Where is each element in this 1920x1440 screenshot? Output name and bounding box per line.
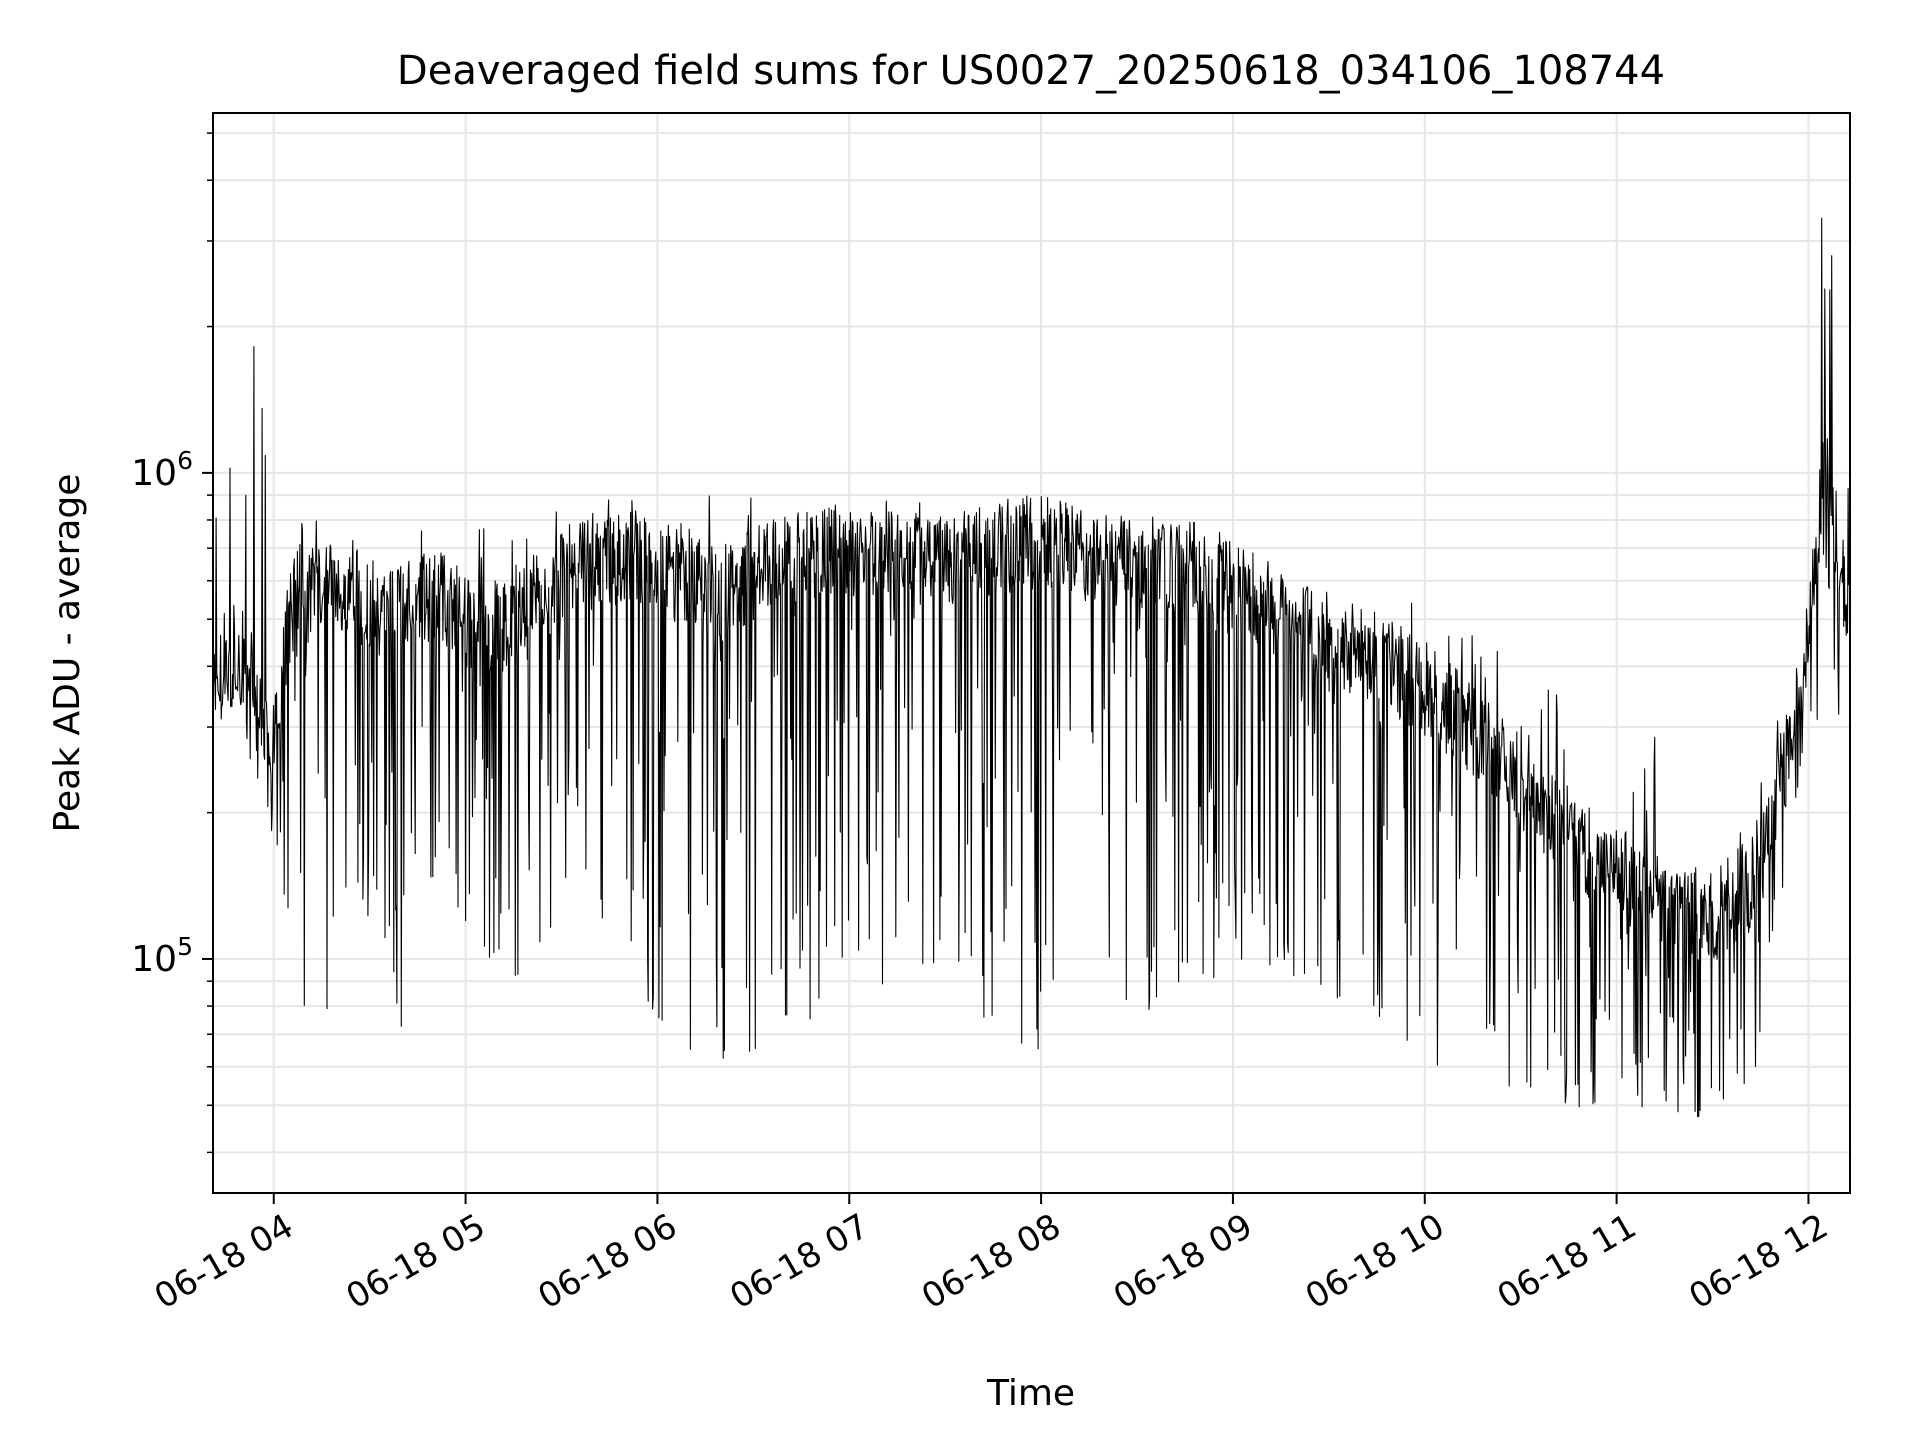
series-layer: [212, 217, 1851, 1118]
series-line: [212, 217, 1851, 1118]
y-tick-label: 105: [131, 932, 193, 980]
y-tick-label: 106: [131, 446, 193, 494]
y-axis-label: Peak ADU - average: [47, 474, 88, 833]
chart-title: Deaveraged field sums for US0027_2025061…: [397, 48, 1665, 94]
plot-frame: [212, 112, 1851, 1194]
x-axis-label: Time: [986, 1373, 1075, 1414]
